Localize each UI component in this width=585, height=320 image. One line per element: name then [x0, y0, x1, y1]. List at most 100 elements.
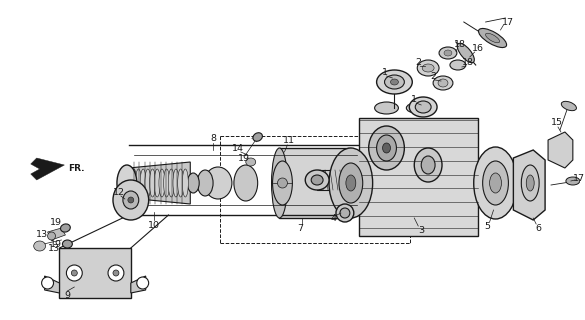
Ellipse shape: [137, 277, 149, 289]
Polygon shape: [47, 228, 66, 240]
Ellipse shape: [47, 232, 56, 240]
Ellipse shape: [204, 167, 232, 199]
Ellipse shape: [271, 148, 287, 218]
Ellipse shape: [159, 169, 165, 197]
Ellipse shape: [407, 103, 426, 113]
Ellipse shape: [521, 165, 539, 201]
Ellipse shape: [329, 148, 373, 218]
Text: 2: 2: [415, 58, 421, 67]
Ellipse shape: [526, 175, 534, 191]
Ellipse shape: [173, 169, 179, 197]
Ellipse shape: [439, 47, 457, 59]
Ellipse shape: [150, 169, 156, 197]
Text: 13: 13: [47, 244, 60, 252]
Ellipse shape: [42, 277, 53, 289]
Ellipse shape: [131, 169, 137, 197]
Ellipse shape: [339, 163, 363, 203]
Ellipse shape: [561, 101, 576, 111]
Ellipse shape: [178, 169, 184, 197]
Text: 18: 18: [462, 58, 474, 67]
Polygon shape: [44, 276, 60, 293]
Ellipse shape: [67, 265, 82, 281]
Ellipse shape: [305, 170, 329, 190]
Ellipse shape: [340, 208, 350, 218]
Ellipse shape: [136, 169, 142, 197]
Text: 9: 9: [64, 291, 70, 300]
Ellipse shape: [384, 75, 404, 89]
Polygon shape: [129, 162, 190, 204]
Ellipse shape: [374, 102, 398, 114]
Text: 19: 19: [50, 218, 61, 227]
Polygon shape: [31, 158, 64, 180]
Ellipse shape: [253, 133, 263, 141]
Ellipse shape: [450, 60, 466, 70]
Ellipse shape: [60, 224, 70, 232]
Ellipse shape: [187, 173, 199, 193]
Text: 17: 17: [573, 173, 585, 182]
Ellipse shape: [369, 126, 404, 170]
Polygon shape: [131, 276, 146, 293]
Ellipse shape: [117, 165, 137, 201]
Ellipse shape: [145, 169, 151, 197]
Polygon shape: [317, 170, 359, 190]
Text: 12: 12: [113, 188, 125, 196]
Text: 19: 19: [238, 154, 250, 163]
Ellipse shape: [123, 191, 139, 209]
Text: 19: 19: [50, 239, 61, 249]
Ellipse shape: [486, 33, 500, 43]
Ellipse shape: [113, 180, 149, 220]
Ellipse shape: [164, 169, 170, 197]
Ellipse shape: [444, 50, 452, 56]
Ellipse shape: [415, 101, 431, 113]
Ellipse shape: [183, 169, 188, 197]
Ellipse shape: [34, 241, 46, 251]
Ellipse shape: [63, 240, 73, 248]
Text: 3: 3: [418, 226, 424, 235]
Ellipse shape: [273, 161, 292, 205]
Text: 5: 5: [484, 221, 491, 230]
Text: 11: 11: [283, 135, 295, 145]
Text: 15: 15: [551, 117, 563, 126]
Ellipse shape: [311, 175, 323, 185]
Polygon shape: [60, 248, 131, 298]
Ellipse shape: [421, 156, 435, 174]
Ellipse shape: [457, 43, 474, 63]
Text: 13: 13: [36, 229, 48, 238]
Polygon shape: [548, 132, 573, 168]
Text: 6: 6: [535, 223, 541, 233]
Ellipse shape: [414, 148, 442, 182]
Text: 7: 7: [297, 223, 303, 233]
Ellipse shape: [197, 170, 213, 196]
Ellipse shape: [383, 143, 390, 153]
Polygon shape: [359, 118, 478, 236]
Ellipse shape: [417, 60, 439, 76]
Ellipse shape: [234, 165, 257, 201]
Ellipse shape: [346, 175, 356, 191]
Ellipse shape: [490, 173, 501, 193]
Ellipse shape: [140, 169, 146, 197]
Ellipse shape: [113, 270, 119, 276]
Ellipse shape: [474, 147, 517, 219]
Ellipse shape: [479, 28, 507, 48]
Text: 10: 10: [147, 220, 160, 229]
Text: 18: 18: [454, 39, 466, 49]
Ellipse shape: [108, 265, 124, 281]
Text: 1: 1: [411, 94, 417, 103]
Text: 8: 8: [210, 133, 216, 142]
Ellipse shape: [566, 177, 580, 185]
Text: 16: 16: [472, 44, 484, 52]
Ellipse shape: [438, 79, 448, 87]
Ellipse shape: [377, 70, 412, 94]
Ellipse shape: [422, 64, 434, 72]
Ellipse shape: [377, 135, 397, 161]
Text: FR.: FR.: [68, 164, 85, 172]
Ellipse shape: [390, 79, 398, 85]
Ellipse shape: [483, 161, 508, 205]
Ellipse shape: [246, 158, 256, 166]
Text: 17: 17: [501, 18, 514, 27]
Text: 1: 1: [381, 68, 387, 76]
Ellipse shape: [154, 169, 160, 197]
Polygon shape: [280, 148, 351, 218]
Polygon shape: [514, 150, 545, 220]
Ellipse shape: [128, 197, 134, 203]
